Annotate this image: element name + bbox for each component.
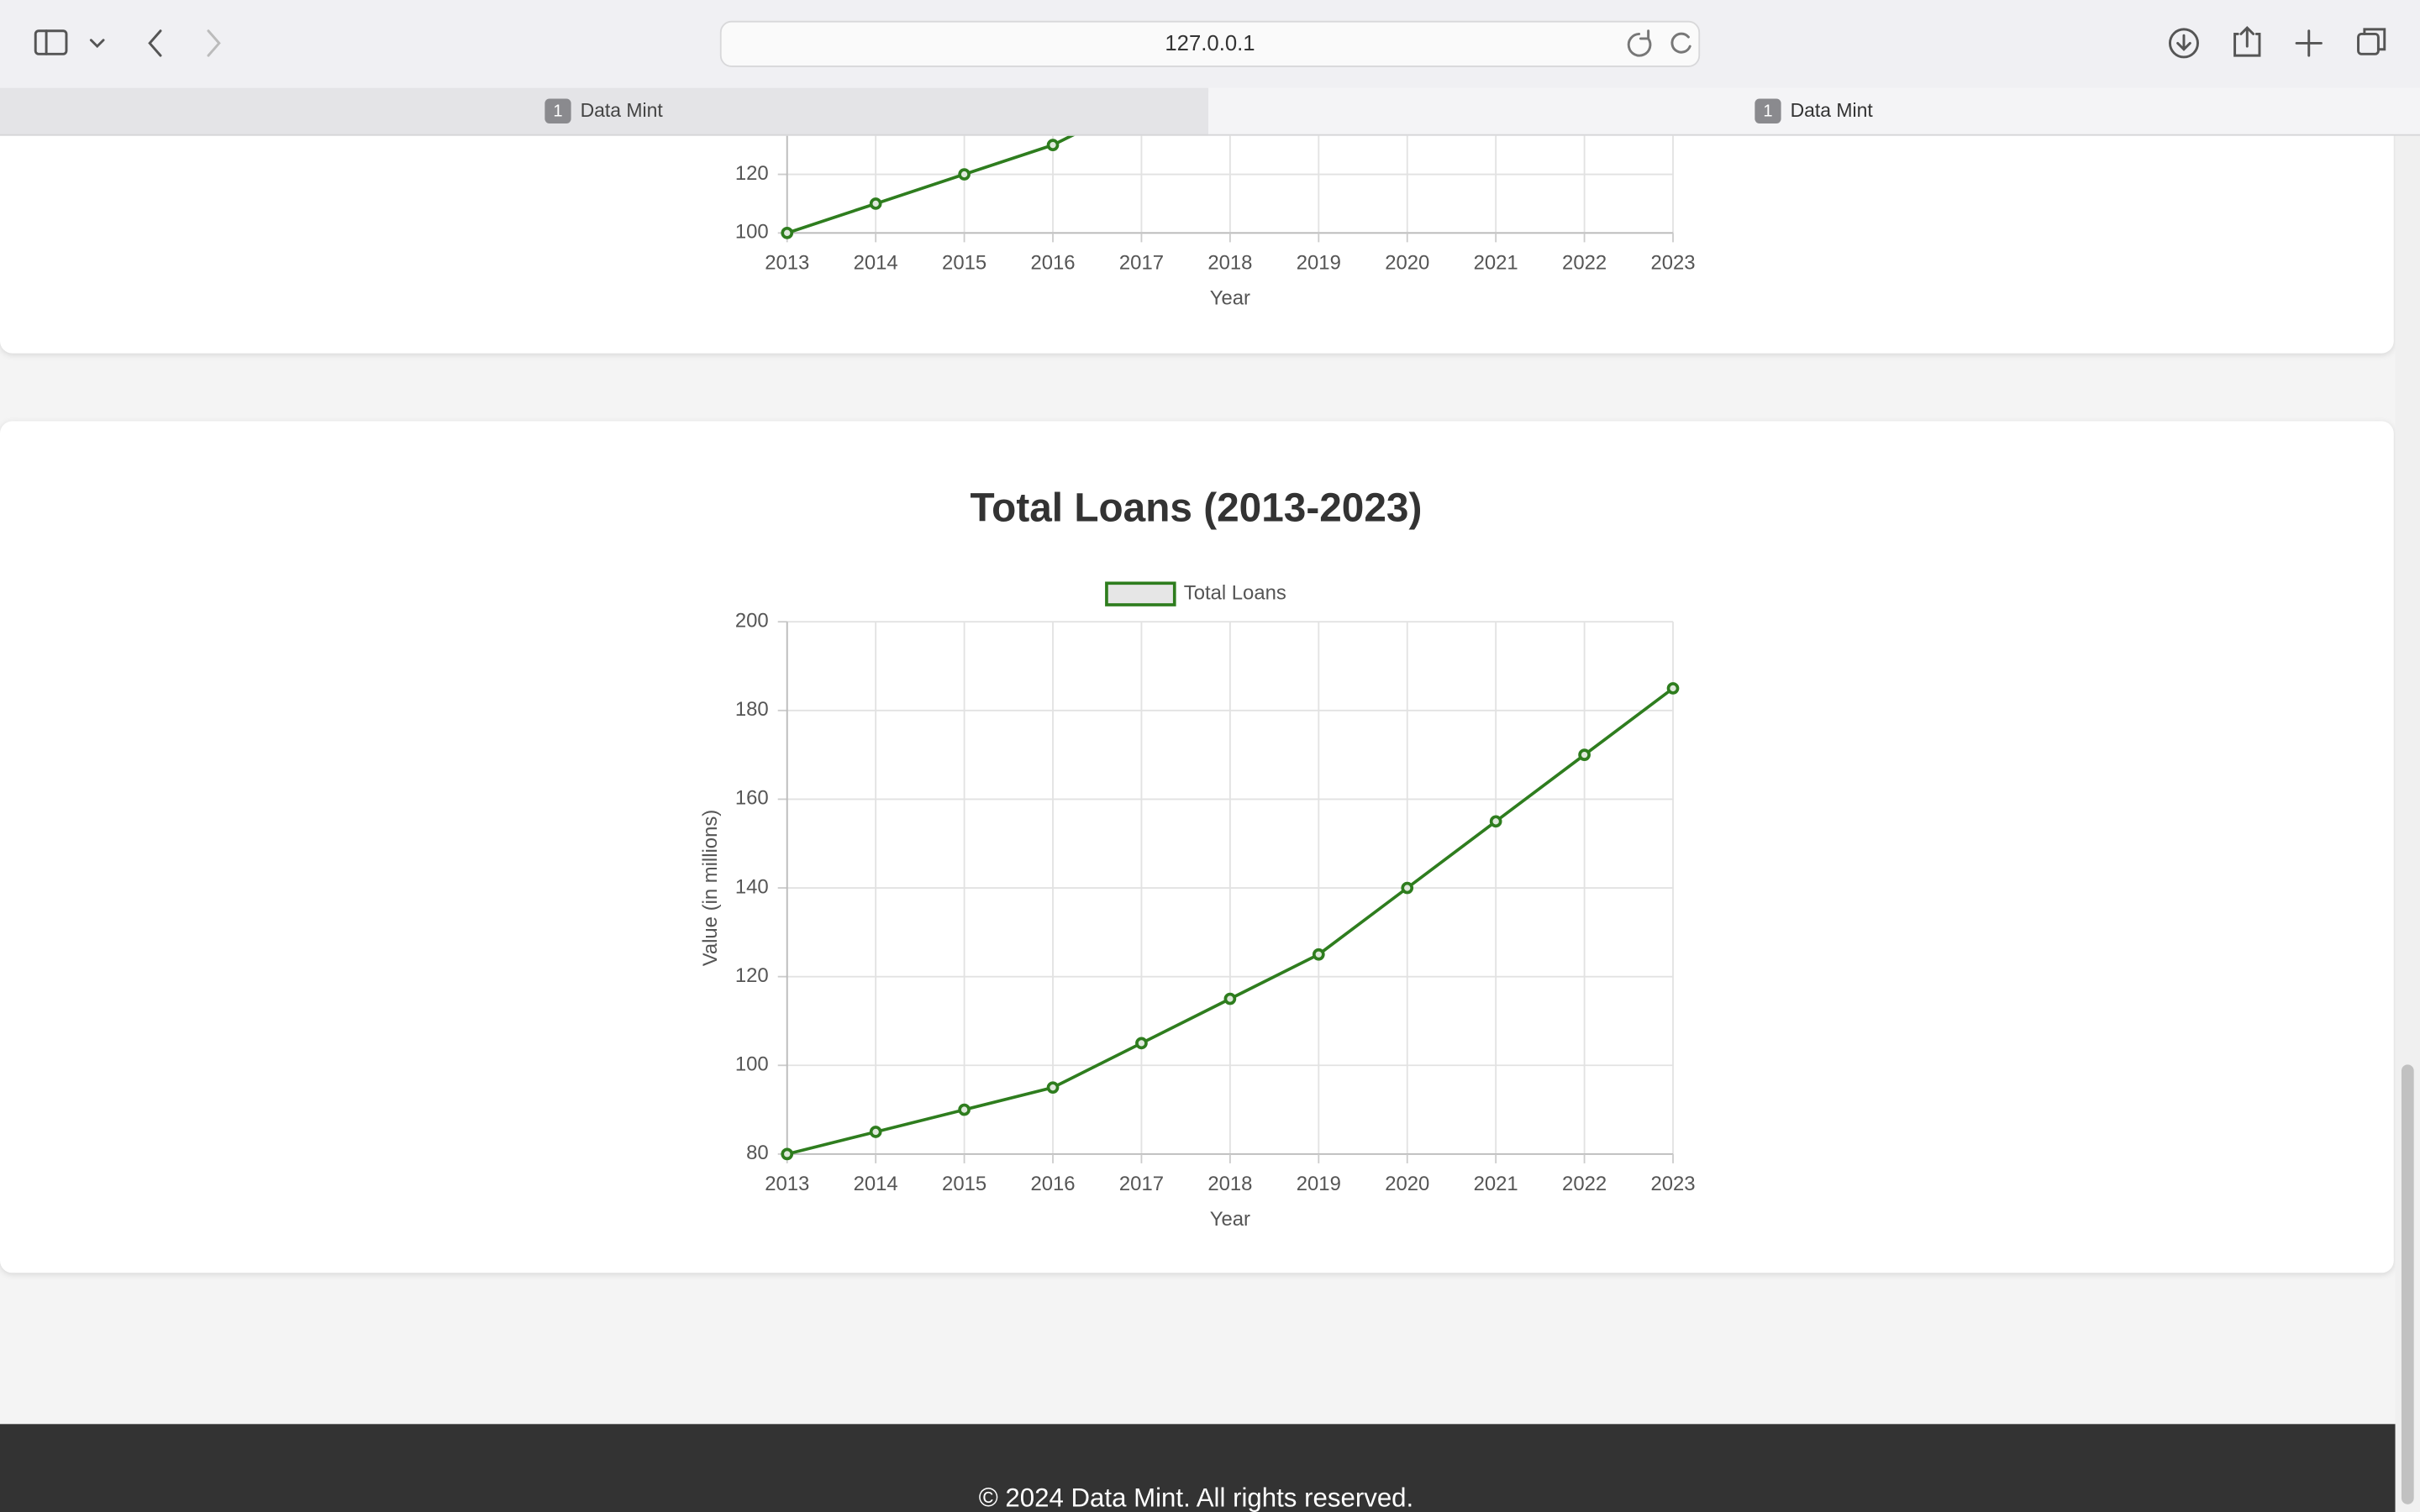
x-tick-label: 2017 — [1119, 1173, 1164, 1195]
tabs-overview-button[interactable] — [2357, 32, 2380, 55]
data-point — [1135, 1037, 1148, 1050]
y-tick-label: 120 — [735, 964, 769, 987]
data-point — [781, 227, 794, 239]
x-tick-label: 2019 — [1297, 251, 1341, 274]
x-tick-label: 2020 — [1385, 251, 1429, 274]
new-tab-button[interactable] — [2295, 29, 2323, 57]
x-axis-title: Year — [1210, 287, 1250, 310]
data-point — [1489, 815, 1502, 828]
data-point — [1578, 748, 1591, 761]
x-tick-label: 2015 — [942, 1173, 986, 1195]
x-tick-label: 2017 — [1119, 251, 1164, 274]
tab[interactable] — [0, 87, 1209, 136]
x-tick-label: 2016 — [1030, 251, 1075, 274]
x-tick-label: 2023 — [1650, 1173, 1695, 1195]
y-axis-title: Value (in millions) — [699, 810, 722, 967]
y-tick-label: 100 — [735, 221, 769, 244]
legend-swatch — [1105, 581, 1176, 606]
tab-badge-text: 1 — [553, 102, 562, 121]
x-tick-label: 2019 — [1297, 1173, 1341, 1195]
icon-line — [2363, 28, 2386, 51]
footer-text: © 2024 Data Mint. All rights reserved. — [979, 1483, 1414, 1512]
x-tick-label: 2018 — [1207, 251, 1252, 274]
x-tick-label: 2021 — [1474, 1173, 1518, 1195]
x-tick-label: 2016 — [1030, 1173, 1075, 1195]
footer — [0, 1424, 2396, 1512]
data-point — [1046, 1081, 1060, 1095]
y-tick-label: 100 — [735, 1053, 769, 1076]
chart: 100 120 2013 2014 2015 2016 2017 2018 2019 2020 20… — [735, 135, 1696, 310]
tab-title: Data Mint — [581, 99, 664, 121]
icon-line — [2176, 34, 2191, 51]
y-tick-label: 140 — [735, 875, 769, 898]
x-tick-label: 2015 — [942, 251, 986, 274]
x-tick-label: 2013 — [765, 1173, 809, 1195]
card — [0, 92, 2394, 354]
x-axis-title: Year — [1210, 1208, 1250, 1231]
tab[interactable] — [1208, 87, 2420, 136]
x-tick-label: 2022 — [1562, 251, 1607, 274]
y-tick-label: 200 — [735, 610, 769, 633]
translate-button[interactable] — [1627, 29, 1652, 57]
y-tick-label: 80 — [746, 1142, 769, 1164]
address-bar[interactable] — [719, 20, 1701, 67]
card — [0, 421, 2394, 1273]
data-point — [869, 1126, 882, 1138]
forward-button[interactable] — [207, 29, 221, 57]
data-point — [869, 197, 882, 210]
data-point — [1312, 948, 1325, 961]
tab-title: Data Mint — [1791, 99, 1874, 121]
x-tick-label: 2013 — [765, 251, 809, 274]
back-button[interactable] — [148, 29, 162, 57]
tab-menu-button[interactable] — [89, 39, 105, 49]
share-button[interactable] — [2233, 25, 2261, 57]
x-tick-label: 2018 — [1207, 1173, 1252, 1195]
toolbar-icons — [34, 25, 2386, 59]
tab-badge-text: 1 — [1763, 102, 1772, 121]
chart-title: Total Loans (2013-2023) — [971, 486, 1423, 531]
reload-button[interactable] — [1670, 32, 1691, 54]
sidebar-button[interactable] — [34, 29, 68, 55]
y-tick-label: 120 — [735, 162, 769, 185]
x-tick-label: 2023 — [1650, 251, 1695, 274]
y-tick-label: 180 — [735, 698, 769, 721]
x-tick-label: 2021 — [1474, 251, 1518, 274]
data-point — [1046, 139, 1060, 151]
data-point — [1223, 992, 1237, 1005]
tab-badge — [1754, 98, 1781, 123]
x-tick-label: 2014 — [854, 1173, 898, 1195]
data-point — [1666, 682, 1680, 695]
data-point — [1401, 881, 1414, 895]
tab-badge — [544, 98, 571, 123]
legend-label: Total Loans — [1184, 581, 1286, 604]
x-tick-label: 2020 — [1385, 1173, 1429, 1195]
download-button[interactable] — [2168, 28, 2199, 59]
y-tick-label: 160 — [735, 787, 769, 810]
data-point — [958, 168, 971, 181]
scrollbar-thumb[interactable] — [2401, 1064, 2414, 1504]
chart: 80 100 120 140 160 180 200 2013 2014 2015 2016 2017… — [699, 486, 1696, 1231]
data-point — [781, 1147, 794, 1161]
address-text: 127.0.0.1 — [1165, 32, 1255, 55]
x-tick-label: 2022 — [1562, 1173, 1607, 1195]
x-tick-label: 2014 — [854, 251, 898, 274]
data-point — [958, 1103, 971, 1116]
